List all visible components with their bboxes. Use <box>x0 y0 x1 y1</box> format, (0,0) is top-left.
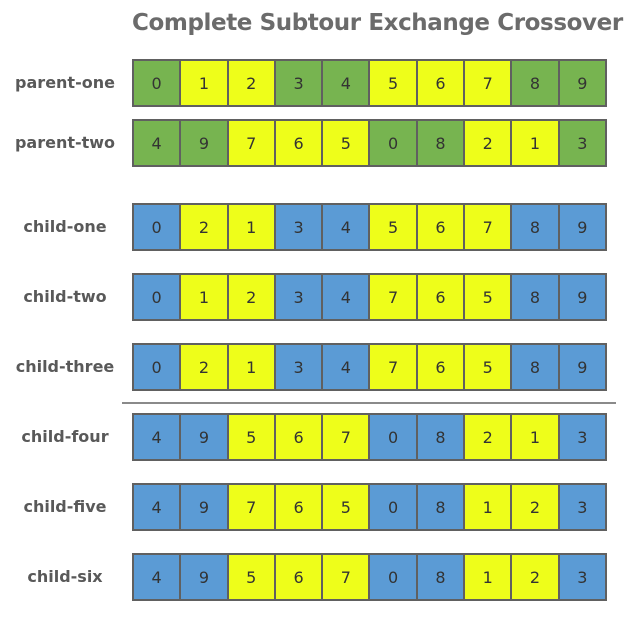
gene-cell: 5 <box>321 121 369 165</box>
row-label-child-one: child-one <box>23 217 107 236</box>
gene-cell: 7 <box>226 121 274 165</box>
gene-cell: 4 <box>321 61 369 105</box>
gene-cell: 9 <box>179 415 227 459</box>
gene-cell: 8 <box>510 275 558 319</box>
gene-cell: 3 <box>557 121 605 165</box>
gene-cell: 7 <box>368 275 416 319</box>
gene-cell: 1 <box>510 121 558 165</box>
gene-cell: 8 <box>510 205 558 249</box>
gene-cell: 1 <box>510 415 558 459</box>
gene-cell: 4 <box>134 485 180 529</box>
gene-cell: 1 <box>226 205 274 249</box>
gene-cell: 1 <box>179 61 227 105</box>
gene-cell: 3 <box>273 345 322 389</box>
gene-cell: 1 <box>463 555 511 599</box>
gene-cell: 4 <box>134 121 180 165</box>
gene-cell: 0 <box>368 485 416 529</box>
gene-cell: 5 <box>321 485 369 529</box>
gene-cell: 0 <box>368 555 416 599</box>
gene-cell: 8 <box>415 415 464 459</box>
gene-cell: 6 <box>415 205 464 249</box>
gene-cell: 9 <box>179 121 227 165</box>
gene-cell: 3 <box>273 275 322 319</box>
gene-cell: 0 <box>134 205 180 249</box>
row-label-child-four: child-four <box>21 427 109 446</box>
gene-cell: 2 <box>179 205 227 249</box>
gene-cell: 1 <box>179 275 227 319</box>
gene-cell: 9 <box>557 275 605 319</box>
diagram-title: Complete Subtour Exchange Crossover <box>132 10 623 36</box>
gene-cell: 3 <box>557 555 605 599</box>
gene-cell: 4 <box>321 275 369 319</box>
gene-cell: 8 <box>510 345 558 389</box>
gene-cell: 9 <box>557 345 605 389</box>
gene-cell: 6 <box>273 121 322 165</box>
gene-cell: 7 <box>368 345 416 389</box>
row-label-child-three: child-three <box>15 357 115 376</box>
gene-cell: 7 <box>226 485 274 529</box>
gene-cell: 0 <box>134 275 180 319</box>
gene-cell: 5 <box>463 275 511 319</box>
gene-cell: 8 <box>415 485 464 529</box>
row-label-parent-one: parent-one <box>15 73 115 92</box>
gene-cell: 6 <box>415 61 464 105</box>
gene-cell: 5 <box>463 345 511 389</box>
gene-cell: 7 <box>321 555 369 599</box>
gene-cell: 8 <box>415 555 464 599</box>
gene-cell: 7 <box>463 61 511 105</box>
gene-cell: 6 <box>273 415 322 459</box>
gene-cell: 3 <box>557 485 605 529</box>
gene-cell: 6 <box>273 485 322 529</box>
gene-cell: 5 <box>368 205 416 249</box>
gene-cell: 4 <box>321 345 369 389</box>
row-label-child-six: child-six <box>27 567 103 586</box>
gene-cell: 0 <box>368 415 416 459</box>
gene-cell: 0 <box>368 121 416 165</box>
gene-cell: 2 <box>463 121 511 165</box>
gene-cell: 1 <box>463 485 511 529</box>
gene-cell: 4 <box>134 555 180 599</box>
gene-cell: 3 <box>273 61 322 105</box>
gene-cell: 6 <box>273 555 322 599</box>
parents-children-divider <box>122 402 616 404</box>
gene-cell: 2 <box>226 275 274 319</box>
gene-cell: 2 <box>510 555 558 599</box>
gene-cell: 8 <box>510 61 558 105</box>
gene-cell: 3 <box>557 415 605 459</box>
gene-cell: 4 <box>134 415 180 459</box>
row-label-child-five: child-five <box>23 497 107 516</box>
gene-cell: 7 <box>463 205 511 249</box>
row-label-parent-two: parent-two <box>14 133 116 152</box>
gene-cell: 5 <box>226 555 274 599</box>
gene-cell: 6 <box>415 345 464 389</box>
gene-cell: 0 <box>134 61 180 105</box>
gene-cell: 9 <box>179 555 227 599</box>
gene-cell: 0 <box>134 345 180 389</box>
gene-cell: 9 <box>557 205 605 249</box>
gene-cell: 2 <box>463 415 511 459</box>
row-label-child-two: child-two <box>23 287 107 306</box>
gene-cell: 9 <box>179 485 227 529</box>
gene-cell: 5 <box>368 61 416 105</box>
gene-cell: 9 <box>557 61 605 105</box>
gene-cell: 4 <box>321 205 369 249</box>
gene-cell: 7 <box>321 415 369 459</box>
gene-cell: 3 <box>273 205 322 249</box>
gene-cell: 2 <box>226 61 274 105</box>
gene-cell: 5 <box>226 415 274 459</box>
gene-cell: 2 <box>510 485 558 529</box>
gene-cell: 8 <box>415 121 464 165</box>
gene-cell: 2 <box>179 345 227 389</box>
gene-cell: 1 <box>226 345 274 389</box>
gene-cell: 6 <box>415 275 464 319</box>
